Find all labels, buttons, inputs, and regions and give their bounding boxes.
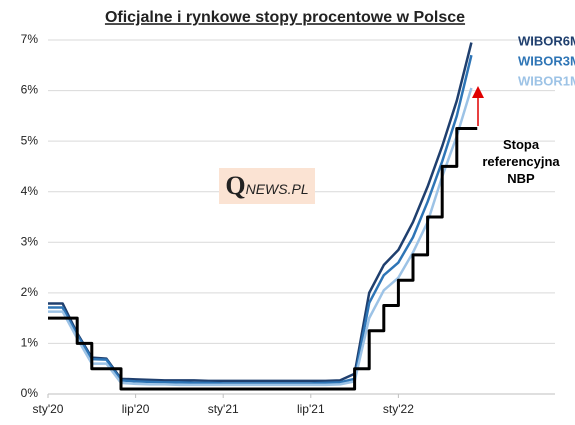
y-tick-label: 5% xyxy=(21,133,39,147)
x-tick-label: sty'21 xyxy=(208,402,239,416)
y-tick-label: 3% xyxy=(21,234,39,248)
y-tick-label: 6% xyxy=(21,83,39,97)
y-tick-label: 4% xyxy=(21,184,39,198)
series-line xyxy=(48,42,473,383)
logo: Q NEWS.PL xyxy=(219,168,315,204)
chart-title: Oficjalne i rynkowe stopy procentowe w P… xyxy=(105,9,465,26)
legend-entry: WIBOR6M xyxy=(518,33,575,48)
series-annotation: Stopa referencyjna NBP xyxy=(482,137,560,186)
y-tick-label: 0% xyxy=(21,386,39,400)
logo-text: NEWS.PL xyxy=(245,181,309,197)
series-line xyxy=(48,54,473,385)
legend-entry: WIBOR1M xyxy=(518,73,575,88)
series-line xyxy=(48,87,473,387)
y-tick-label: 7% xyxy=(21,32,39,46)
x-tick-label: sty'22 xyxy=(383,402,414,416)
logo-initial: Q xyxy=(225,171,246,200)
series-line xyxy=(48,127,478,391)
legend-entry: WIBOR3M xyxy=(518,53,575,68)
x-tick-label: sty'20 xyxy=(33,402,64,416)
y-tick-label: 1% xyxy=(21,336,39,350)
x-tick-label: lip'21 xyxy=(297,402,325,416)
y-tick-label: 2% xyxy=(21,285,39,299)
x-tick-label: lip'20 xyxy=(122,402,150,416)
